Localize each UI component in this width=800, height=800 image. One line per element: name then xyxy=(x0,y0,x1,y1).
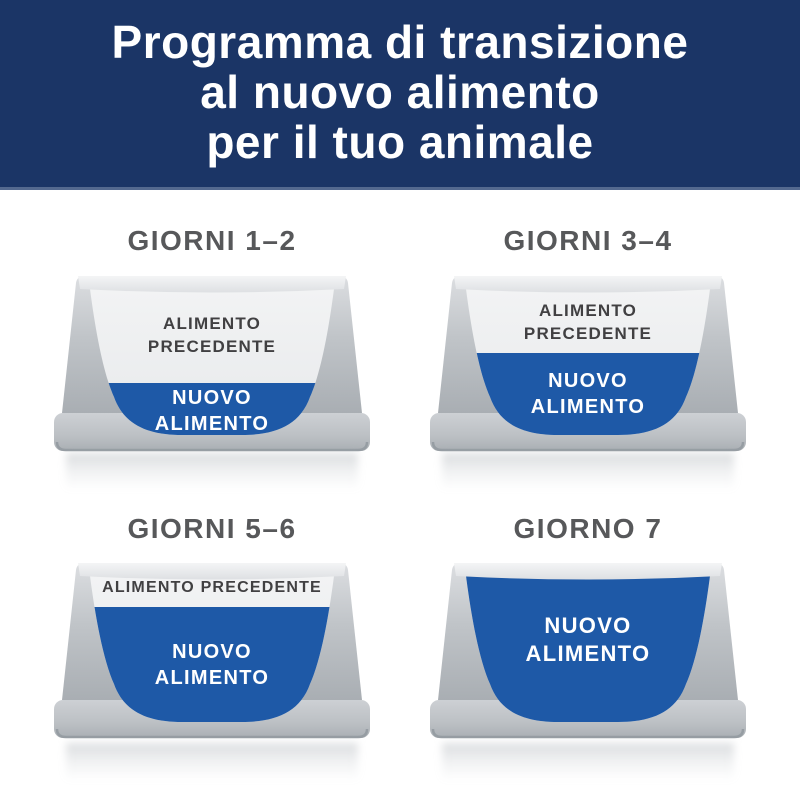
transition-step-1: GIORNI 1–2 ALIMENTO PRECEDENTE NUOVO ALI… xyxy=(24,190,400,500)
bowl-reflection xyxy=(66,452,358,500)
new-food-label: NUOVO ALIMENTO xyxy=(154,641,270,689)
step-title: GIORNI 5–6 xyxy=(127,513,297,544)
step-title: GIORNO 7 xyxy=(513,513,663,544)
bowl-days-5-6: ALIMENTO PRECEDENTE NUOVO ALIMENTO xyxy=(52,560,372,745)
transition-grid: GIORNI 1–2 ALIMENTO PRECEDENTE NUOVO ALI… xyxy=(24,190,776,800)
bowl-reflection xyxy=(442,743,734,791)
old-food-label: ALIMENTO PRECEDENTE xyxy=(102,579,322,596)
step-title: GIORNI 3–4 xyxy=(503,225,673,256)
page-title: Programma di transizione al nuovo alimen… xyxy=(111,15,689,168)
transition-step-2: GIORNI 3–4 ALIMENTO PRECEDENTE NUOVO ALI… xyxy=(400,190,776,500)
transition-step-3: GIORNI 5–6 ALIMENTO PRECEDENTE NUOVO ALI… xyxy=(24,500,400,800)
page-header: Programma di transizione al nuovo alimen… xyxy=(0,0,800,190)
bowl-graphic xyxy=(430,563,746,739)
transition-step-4: GIORNO 7 NUOVO ALIMENTO xyxy=(400,500,776,800)
bowl-graphic xyxy=(54,563,370,739)
bowl-reflection xyxy=(66,743,358,791)
step-title: GIORNI 1–2 xyxy=(127,225,297,256)
bowl-graphic xyxy=(54,276,370,452)
bowl-days-3-4: ALIMENTO PRECEDENTE NUOVO ALIMENTO xyxy=(428,273,748,455)
old-food-label: ALIMENTO PRECEDENTE xyxy=(147,314,277,356)
old-food-label: ALIMENTO PRECEDENTE xyxy=(523,301,653,343)
bowl-days-1-2: ALIMENTO PRECEDENTE NUOVO ALIMENTO xyxy=(52,273,372,455)
bowl-reflection xyxy=(442,452,734,500)
new-food-label: NUOVO ALIMENTO xyxy=(154,387,270,435)
bowl-day-7: NUOVO ALIMENTO xyxy=(428,560,748,745)
new-food-label: NUOVO ALIMENTO xyxy=(530,370,646,418)
bowl-graphic xyxy=(430,276,746,452)
new-food-label: NUOVO ALIMENTO xyxy=(525,613,651,666)
